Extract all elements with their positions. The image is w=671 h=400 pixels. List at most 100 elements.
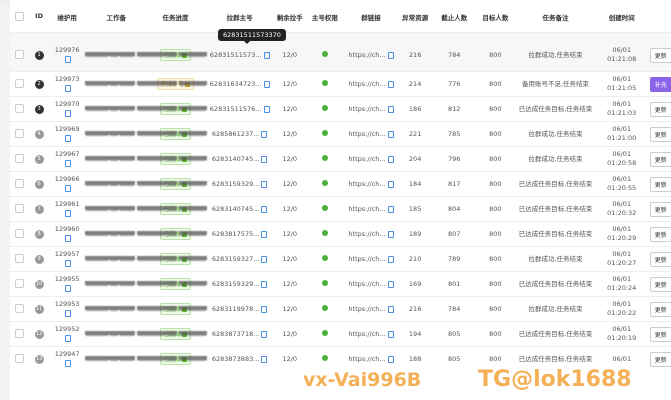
column-header: 工作备 [106,14,127,22]
table-row[interactable]: 10129955已完成6283159329...12/0https://ch..… [10,271,671,297]
copy-icon[interactable] [387,255,394,263]
group-link[interactable]: https://ch... [348,355,386,363]
row-checkbox[interactable] [14,253,24,263]
copy-icon[interactable] [65,334,72,342]
group-link[interactable]: https://ch... [348,305,386,313]
table-row[interactable]: 1129976已完成62831511573...12/0https://ch..… [10,32,671,72]
group-link[interactable]: https://ch... [348,280,386,288]
select-all-checkbox[interactable] [14,12,24,21]
select-all-header[interactable] [10,8,28,33]
copy-icon[interactable] [387,105,394,113]
row-checkbox[interactable] [14,49,24,59]
copy-icon[interactable] [261,355,268,363]
table-row[interactable]: 8129960已完成6283817575...12/0https://ch...… [10,221,671,247]
table-row[interactable]: 4129969已完成6285861237...12/0https://ch...… [10,121,671,147]
group-link[interactable]: https://ch... [348,80,386,88]
row-checkbox[interactable] [14,278,24,288]
copy-icon[interactable] [387,230,394,238]
row-checkbox[interactable] [14,153,24,163]
copy-icon[interactable] [65,55,72,63]
copy-icon[interactable] [387,80,394,88]
table-row[interactable]: 11129953已完成6283119978...12/0https://ch..… [10,296,671,322]
created-date: 06/01 [612,150,632,158]
row-action-button[interactable]: 更新 [649,201,671,217]
row-action-button[interactable]: 更新 [649,101,671,117]
row-action-button[interactable]: 补充 [649,76,671,92]
group-link[interactable]: https://ch... [348,180,386,188]
copy-icon[interactable] [65,109,72,117]
permission-status-dot [321,230,328,236]
table-row[interactable]: 7129961已完成6283140745...12/0https://ch...… [10,196,671,222]
group-link[interactable]: https://ch... [348,155,386,163]
copy-icon[interactable] [261,130,268,138]
table-row[interactable]: 6129966已完成6283159329...12/0https://ch...… [10,171,671,197]
row-action-button[interactable]: 更新 [649,47,671,63]
row-action-button[interactable]: 更新 [649,276,671,292]
copy-icon[interactable] [65,84,72,92]
row-checkbox[interactable] [14,203,24,213]
copy-icon[interactable] [261,155,268,163]
table-row[interactable]: 2129973等待补号62831634723...12/0https://ch.… [10,71,671,97]
row-checkbox[interactable] [14,78,24,88]
copy-icon[interactable] [263,105,270,113]
row-action-button[interactable]: 更新 [649,251,671,267]
table-row[interactable]: 13129947已完成6283873883...12/0https://ch..… [10,346,671,371]
row-action-button[interactable]: 更新 [649,176,671,192]
copy-icon[interactable] [65,309,72,317]
row-action-button[interactable]: 更新 [649,151,671,167]
copy-icon[interactable] [65,359,72,367]
row-checkbox[interactable] [14,303,24,313]
copy-icon[interactable] [263,80,270,88]
row-checkbox[interactable] [14,178,24,188]
row-action-button[interactable]: 更新 [649,351,671,367]
copy-icon[interactable] [387,355,394,363]
maintainer-id: 129961 [54,200,80,208]
copy-icon[interactable] [261,180,268,188]
row-checkbox[interactable] [14,353,24,363]
copy-icon[interactable] [387,180,394,188]
copy-icon[interactable] [65,209,72,217]
copy-icon[interactable] [65,159,72,167]
copy-icon[interactable] [387,130,394,138]
table-row[interactable]: 12129952已完成6283873718...12/0https://ch..… [10,321,671,347]
copy-icon[interactable] [261,330,268,338]
maintainer-id: 129970 [54,100,80,108]
copy-icon[interactable] [261,255,268,263]
copy-icon[interactable] [65,284,72,292]
copy-icon[interactable] [387,330,394,338]
remaining-pullers: 12/0 [276,96,303,122]
row-action-button[interactable]: 更新 [649,126,671,142]
group-link[interactable]: https://ch... [348,130,386,138]
copy-icon[interactable] [387,305,394,313]
redacted-remark [84,180,208,188]
copy-icon[interactable] [387,280,394,288]
row-action-button[interactable]: 更新 [649,301,671,317]
group-link[interactable]: https://ch... [348,255,386,263]
group-link[interactable]: https://ch... [348,330,386,338]
copy-icon[interactable] [263,51,270,59]
copy-icon[interactable] [387,205,394,213]
copy-icon[interactable] [261,280,268,288]
table-row[interactable]: 9129957已完成6283159327...12/0https://ch...… [10,246,671,272]
copy-icon[interactable] [261,305,268,313]
row-checkbox[interactable] [14,128,24,138]
copy-icon[interactable] [65,184,72,192]
group-link[interactable]: https://ch... [348,51,386,59]
row-checkbox[interactable] [14,228,24,238]
group-link[interactable]: https://ch... [348,230,386,238]
row-action-button[interactable]: 更新 [649,326,671,342]
table-row[interactable]: 5129967已完成6283140745...12/0https://ch...… [10,146,671,172]
row-checkbox[interactable] [14,103,24,113]
group-link[interactable]: https://ch... [348,105,386,113]
copy-icon[interactable] [387,51,394,59]
copy-icon[interactable] [261,230,268,238]
copy-icon[interactable] [387,155,394,163]
group-link[interactable]: https://ch... [348,205,386,213]
copy-icon[interactable] [65,134,72,142]
row-checkbox[interactable] [14,328,24,338]
copy-icon[interactable] [65,259,72,267]
copy-icon[interactable] [261,205,268,213]
copy-icon[interactable] [65,234,72,242]
table-row[interactable]: 3129970已完成62831511576...12/0https://ch..… [10,96,671,122]
row-action-button[interactable]: 更新 [649,226,671,242]
